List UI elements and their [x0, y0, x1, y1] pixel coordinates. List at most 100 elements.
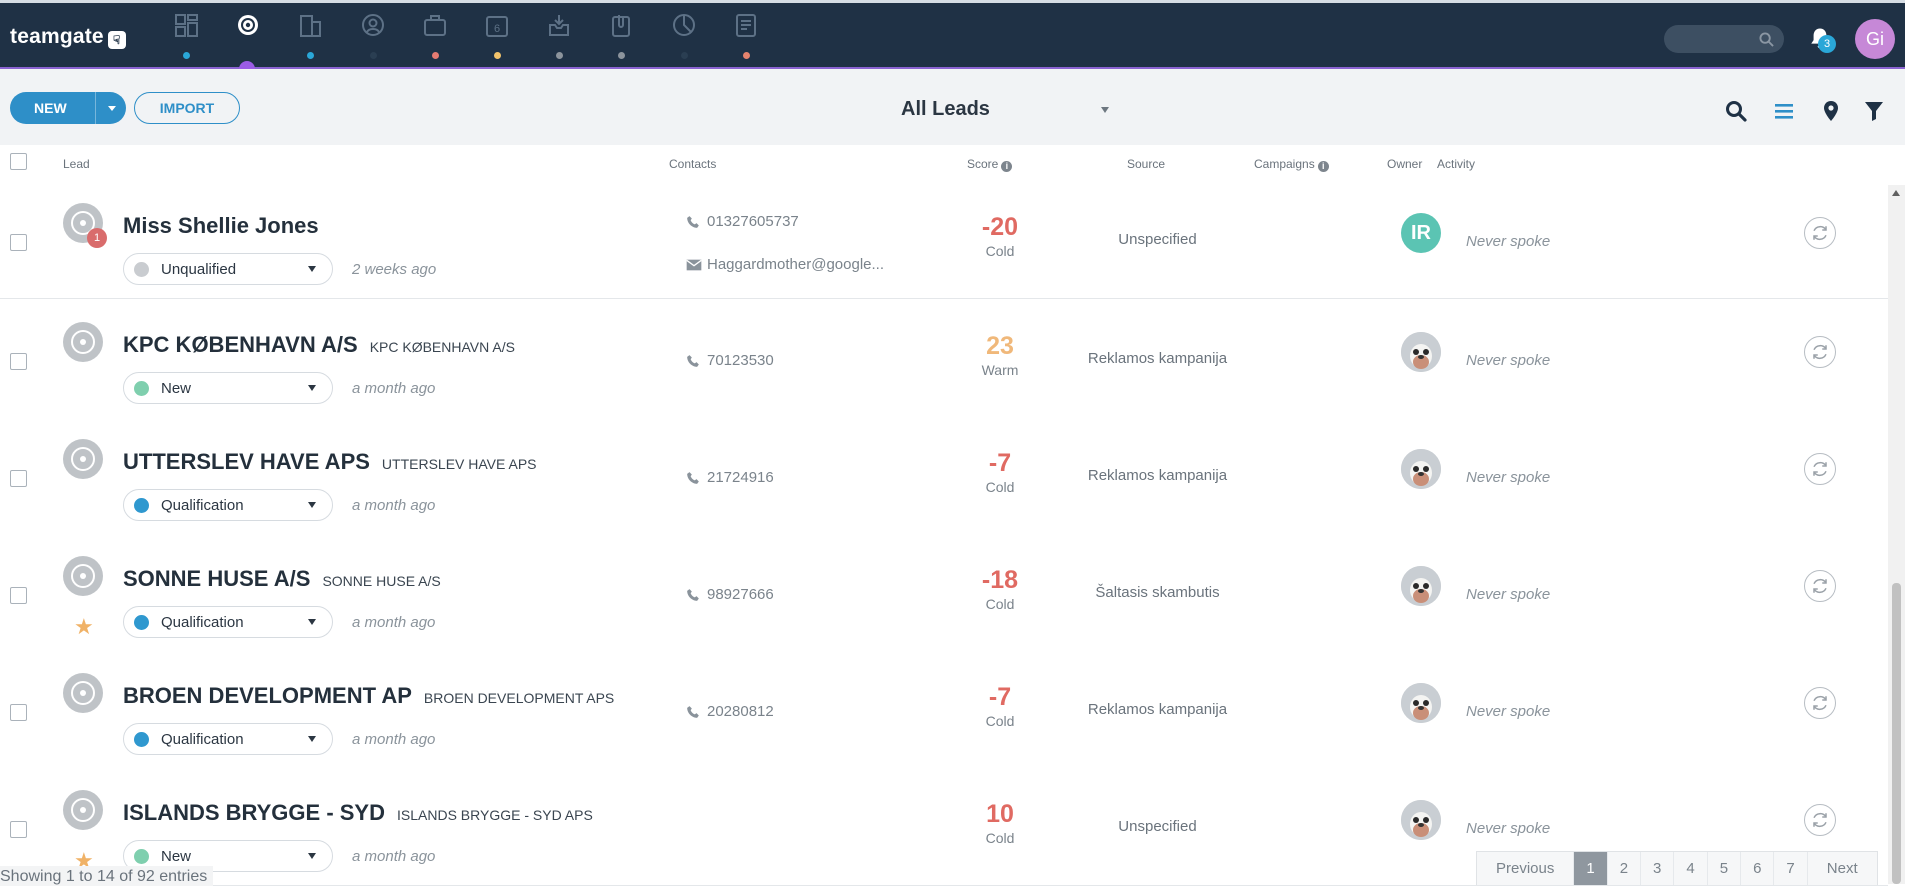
lead-target-icon: [63, 439, 103, 479]
column-source[interactable]: Source: [1127, 157, 1166, 171]
page-button-2[interactable]: 2: [1606, 852, 1640, 885]
phone-link[interactable]: 70123530: [686, 352, 774, 369]
lead-name-link[interactable]: BROEN DEVELOPMENT AP BROEN DEVELOPMENT AP…: [123, 683, 614, 709]
created-ago: a month ago: [352, 614, 436, 631]
column-lead[interactable]: Lead: [63, 157, 90, 171]
nav-item-reports-pie[interactable]: [667, 13, 701, 61]
view-selector[interactable]: All Leads: [901, 98, 1111, 124]
page-button-5[interactable]: 5: [1706, 852, 1740, 885]
owner-avatar[interactable]: [1401, 332, 1441, 372]
table-row[interactable]: UTTERSLEV HAVE APS UTTERSLEV HAVE APS Qual…: [0, 417, 1888, 535]
nav-item-leads-target[interactable]: [231, 13, 265, 61]
email-link[interactable]: Haggardmother@google...: [686, 256, 884, 273]
info-icon[interactable]: i: [1001, 161, 1013, 172]
phone-link[interactable]: 21724916: [686, 469, 774, 486]
lead-name-link[interactable]: Miss Shellie Jones: [123, 213, 319, 239]
table-row[interactable]: ★ SONNE HUSE A/S SONNE HUSE A/S Qualificati…: [0, 534, 1888, 652]
status-dot-icon: [134, 849, 149, 864]
deals-briefcase-icon: [423, 15, 446, 36]
scrollbar-thumb[interactable]: [1892, 583, 1901, 884]
lead-name-link[interactable]: SONNE HUSE A/S SONNE HUSE A/S: [123, 566, 441, 592]
map-pin-icon[interactable]: [1819, 99, 1843, 123]
status-dropdown[interactable]: Qualification: [123, 489, 333, 521]
status-label: Qualification: [161, 731, 244, 748]
lead-name-link[interactable]: KPC KØBENHAVN A/S KPC KØBENHAVN A/S: [123, 332, 515, 358]
column-contacts[interactable]: Contacts: [669, 157, 717, 171]
nav-item-companies-building[interactable]: [293, 13, 327, 61]
convert-lead-button[interactable]: [1804, 570, 1836, 602]
column-campaigns[interactable]: Campaigns i: [1254, 157, 1329, 172]
status-dot-icon: [134, 732, 149, 747]
row-checkbox[interactable]: [10, 470, 27, 487]
column-score[interactable]: Score i: [967, 157, 1013, 172]
table-row[interactable]: BROEN DEVELOPMENT AP BROEN DEVELOPMENT AP…: [0, 651, 1888, 769]
nav-item-invoices[interactable]: [729, 13, 763, 61]
list-view-icon[interactable]: [1772, 99, 1796, 123]
status-dropdown[interactable]: Qualification: [123, 723, 333, 755]
status-dropdown[interactable]: Unqualified: [123, 253, 333, 285]
lead-name-link[interactable]: UTTERSLEV HAVE APS UTTERSLEV HAVE APS: [123, 449, 537, 475]
phone-link[interactable]: 20280812: [686, 703, 774, 720]
star-icon[interactable]: ★: [74, 614, 94, 639]
table-row[interactable]: 1 Miss Shellie Jones Unqualified 2 weeks ag…: [0, 181, 1888, 299]
new-dropdown-caret-icon[interactable]: [95, 92, 126, 124]
dashboard-icon: [175, 14, 198, 37]
page-button-1[interactable]: 1: [1573, 852, 1607, 885]
convert-lead-button[interactable]: [1804, 804, 1836, 836]
page-button-7[interactable]: 7: [1773, 852, 1806, 885]
import-button[interactable]: IMPORT: [134, 92, 240, 124]
lead-name-link[interactable]: ISLANDS BRYGGE - SYD ISLANDS BRYGGE - SYD…: [123, 800, 593, 826]
owner-avatar[interactable]: [1401, 683, 1441, 723]
page-button-3[interactable]: 3: [1640, 852, 1673, 885]
previous-page-button[interactable]: Previous: [1496, 860, 1555, 877]
reports-pie-icon: [672, 14, 695, 36]
convert-lead-button[interactable]: [1804, 336, 1836, 368]
new-lead-button[interactable]: NEW: [10, 92, 126, 124]
invoices-icon: [735, 14, 756, 37]
row-checkbox[interactable]: [10, 234, 27, 251]
nav-item-deals-briefcase[interactable]: [418, 13, 452, 61]
nav-item-documents-clip[interactable]: [604, 13, 638, 61]
scroll-up-arrow-icon[interactable]: [1892, 190, 1900, 196]
nav-item-contacts-person[interactable]: [356, 13, 390, 61]
row-checkbox[interactable]: [10, 704, 27, 721]
convert-lead-button[interactable]: [1804, 687, 1836, 719]
teamgate-logo[interactable]: teamgate ☟: [10, 25, 126, 49]
filter-funnel-icon[interactable]: [1862, 99, 1886, 123]
owner-avatar[interactable]: [1401, 800, 1441, 840]
row-checkbox[interactable]: [10, 353, 27, 370]
nav-item-calendar[interactable]: 6: [480, 13, 514, 61]
owner-avatar[interactable]: [1401, 449, 1441, 489]
info-icon[interactable]: i: [1317, 161, 1329, 172]
svg-text:6: 6: [494, 23, 500, 35]
row-checkbox[interactable]: [10, 821, 27, 838]
page-button-6[interactable]: 6: [1740, 852, 1773, 885]
column-owner[interactable]: Owner: [1387, 157, 1423, 171]
phone-number: 98927666: [707, 586, 774, 603]
status-dropdown[interactable]: New: [123, 840, 333, 872]
activity-status: Never spoke: [1466, 352, 1551, 369]
page-button-4[interactable]: 4: [1673, 852, 1706, 885]
search-icon[interactable]: [1724, 99, 1748, 123]
owner-photo-icon: [1401, 800, 1441, 840]
phone-link[interactable]: 01327605737: [686, 213, 799, 230]
user-avatar[interactable]: Gi: [1855, 19, 1895, 59]
table-row[interactable]: KPC KØBENHAVN A/S KPC KØBENHAVN A/S New a m…: [0, 300, 1888, 418]
vertical-scrollbar[interactable]: [1888, 185, 1905, 884]
status-dropdown[interactable]: Qualification: [123, 606, 333, 638]
owner-avatar[interactable]: IR: [1401, 213, 1441, 253]
global-search-input[interactable]: [1664, 25, 1784, 53]
status-dropdown[interactable]: New: [123, 372, 333, 404]
nav-item-dashboard[interactable]: [169, 13, 203, 61]
lead-target-icon: [63, 790, 103, 830]
convert-lead-button[interactable]: [1804, 217, 1836, 249]
owner-avatar[interactable]: [1401, 566, 1441, 606]
next-page-button[interactable]: Next: [1806, 852, 1877, 885]
select-all-checkbox[interactable]: [10, 153, 27, 170]
convert-refresh-icon: [1813, 461, 1827, 477]
column-activity[interactable]: Activity: [1437, 157, 1476, 171]
convert-lead-button[interactable]: [1804, 453, 1836, 485]
nav-item-inbox[interactable]: [542, 13, 576, 61]
phone-link[interactable]: 98927666: [686, 586, 774, 603]
row-checkbox[interactable]: [10, 587, 27, 604]
